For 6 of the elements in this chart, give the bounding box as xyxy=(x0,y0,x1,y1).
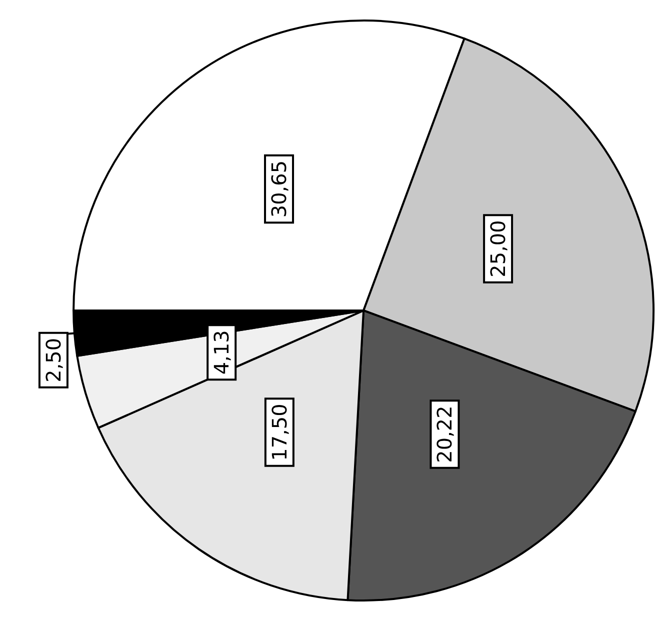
data-label: 20,22 xyxy=(432,406,457,463)
data-label: 30,65 xyxy=(267,160,292,218)
data-label: 25,00 xyxy=(486,220,510,278)
data-label: 17,50 xyxy=(267,404,292,461)
data-label: 4,13 xyxy=(210,330,234,375)
data-label: 2,50 xyxy=(41,338,66,382)
